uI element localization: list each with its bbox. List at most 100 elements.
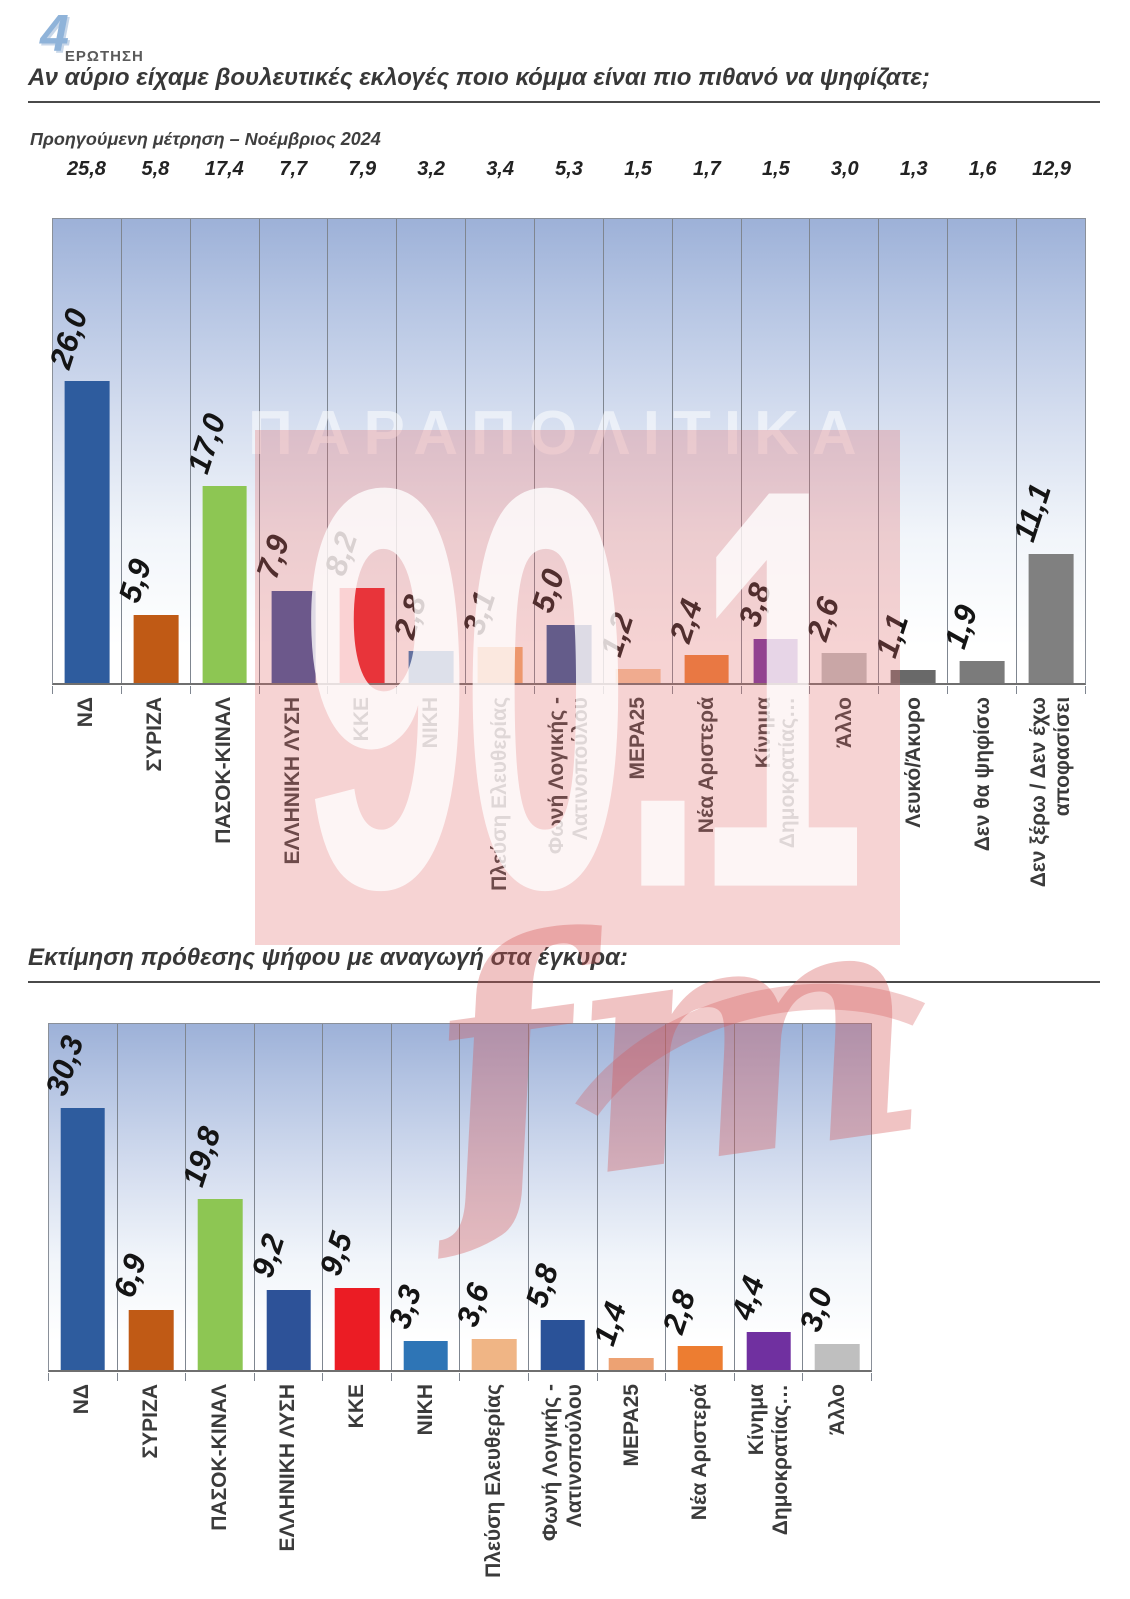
chart-column: 9,5 <box>313 1024 392 1370</box>
axis-tick <box>735 1373 804 1381</box>
category-label-cell: ΣΥΡΙΖΑ <box>117 1384 186 1598</box>
category-label-cell: ΝΔ <box>48 1384 117 1598</box>
previous-value: 3,2 <box>417 158 446 180</box>
chart-column: 3,0 <box>793 1024 871 1370</box>
previous-value: 17,4 <box>204 158 244 180</box>
bar <box>814 1344 860 1370</box>
category-label: ΝΙΚΗ <box>413 1384 437 1436</box>
bar <box>334 1287 380 1370</box>
axis-tick <box>673 686 742 694</box>
category-label-cell: ΚΚΕ <box>323 1384 392 1598</box>
axis-tick <box>323 1373 392 1381</box>
chart-column: 8,2 <box>318 219 398 683</box>
previous-measurement-note: Προηγούμενη μέτρηση – Νοέμβριος 2024 <box>30 129 381 149</box>
category-label-cell: Κίνημα Δημοκρατίας… <box>735 1384 804 1598</box>
category-label: Άλλο <box>825 1384 849 1436</box>
category-label-cell: Νέα Αριστερά <box>666 1384 735 1598</box>
category-label: ΜΕΡΑ25 <box>625 697 649 780</box>
vote-intention-axis-ticks <box>52 686 1086 694</box>
axis-tick <box>742 686 811 694</box>
bar <box>403 1341 448 1370</box>
category-label: ΕΛΛΗΝΙΚΗ ΛΥΣΗ <box>276 1384 300 1552</box>
chart-column: 2,8 <box>387 219 467 683</box>
axis-tick <box>948 686 1018 694</box>
previous-value: 7,9 <box>348 158 377 180</box>
category-label: Φωνή Λογικής - Λατινοπούλου <box>538 1384 587 1542</box>
category-label-cell: Πλεύση Ελευθερίας <box>466 697 535 945</box>
category-label-cell: ΝΔ <box>52 697 121 945</box>
previous-value: 1,5 <box>761 158 790 180</box>
category-label: ΣΥΡΙΖΑ <box>143 697 167 772</box>
chart-column: 17,0 <box>180 219 260 683</box>
category-label: ΠΑΣΟΚ-ΚΙΝΑΛ <box>212 697 236 844</box>
bar <box>408 650 454 683</box>
category-label-cell: ΜΕΡΑ25 <box>597 1384 666 1598</box>
category-label: ΣΥΡΙΖΑ <box>138 1384 162 1459</box>
chart-column: 2,8 <box>656 1024 735 1370</box>
chart-column: 2,6 <box>800 219 880 683</box>
question-logo: 4ΕΡΩΤΗΣΗ <box>40 5 148 65</box>
axis-tick <box>460 1373 530 1381</box>
axis-tick <box>328 686 398 694</box>
category-label-cell: Δεν θα ψηφίσω <box>948 697 1017 945</box>
axis-tick <box>392 1373 461 1381</box>
category-label-cell: ΠΑΣΟΚ-ΚΙΝΑΛ <box>185 1384 254 1598</box>
category-label: Δεν θα ψηφίσω <box>970 697 994 852</box>
valid-vote-estimate-category-labels: ΝΔ ΣΥΡΙΖΑ ΠΑΣΟΚ-ΚΙΝΑΛ ΕΛΛΗΝΙΚΗ ΛΥΣΗ ΚΚΕ ΝΙΚΗ Π… <box>48 1384 872 1598</box>
bar <box>890 670 936 683</box>
axis-tick <box>122 686 191 694</box>
category-label: Νέα Αριστερά <box>694 697 718 834</box>
bar <box>684 655 730 683</box>
category-label: Δεν ξέρω / Δεν έχω αποφασίσει <box>1027 697 1075 888</box>
chart-column: 26,0 <box>43 219 122 683</box>
previous-values-row: 25,8 5,8 17,4 7,7 7,9 3,2 3,4 5,3 1,5 1,7 1,5 3,0 1,… <box>52 158 1086 186</box>
category-label: ΕΛΛΗΝΙΚΗ ΛΥΣΗ <box>281 697 305 865</box>
chart-column: 4,4 <box>724 1024 804 1370</box>
chart-column: 1,9 <box>938 219 1018 683</box>
chart-column: 1,4 <box>587 1024 667 1370</box>
category-label-cell: Πλεύση Ελευθερίας <box>460 1384 529 1598</box>
category-label: ΚΚΕ <box>344 1384 368 1429</box>
previous-value: 25,8 <box>67 158 106 180</box>
chart-column: 5,8 <box>518 1024 598 1370</box>
chart-column: 3,3 <box>381 1024 461 1370</box>
category-label: ΝΔ <box>74 697 98 728</box>
chart-column: 19,8 <box>176 1024 255 1370</box>
category-label-cell: Κίνημα Δημοκρατίας… <box>741 697 810 945</box>
bar <box>677 1345 723 1370</box>
axis-tick <box>191 686 260 694</box>
bar <box>540 1319 586 1370</box>
bar <box>64 381 110 683</box>
category-label-cell: Φωνή Λογικής - Λατινοπούλου <box>529 1384 598 1598</box>
bar <box>197 1198 243 1370</box>
previous-value: 3,4 <box>486 158 514 180</box>
axis-tick <box>598 1373 667 1381</box>
category-label: ΝΔ <box>70 1384 94 1415</box>
category-label-cell: ΚΚΕ <box>328 697 397 945</box>
previous-value: 5,8 <box>141 158 170 180</box>
category-label: ΜΕΡΑ25 <box>619 1384 643 1467</box>
category-label: Κίνημα Δημοκρατίας… <box>744 1384 793 1536</box>
category-label-cell: Νέα Αριστερά <box>672 697 741 945</box>
bar <box>753 638 798 683</box>
category-label-cell: ΕΛΛΗΝΙΚΗ ΛΥΣΗ <box>254 1384 323 1598</box>
question-number: 4 <box>40 5 69 63</box>
chart-column: 3,1 <box>456 219 536 683</box>
axis-tick <box>1017 686 1086 694</box>
previous-value: 1,7 <box>693 158 721 180</box>
bar <box>546 625 592 683</box>
bar-value-label: 30,3 <box>38 1031 91 1100</box>
category-label-cell: ΕΛΛΗΝΙΚΗ ΛΥΣΗ <box>259 697 328 945</box>
axis-tick <box>52 686 122 694</box>
bar <box>202 485 248 683</box>
category-label: Πλεύση Ελευθερίας <box>488 697 512 891</box>
bar <box>60 1107 106 1370</box>
bar <box>339 587 385 683</box>
previous-value: 5,3 <box>555 158 583 180</box>
axis-tick <box>260 686 329 694</box>
chart-column: 30,3 <box>38 1024 118 1370</box>
chart-column: 1,1 <box>869 219 949 683</box>
bar <box>266 1290 311 1370</box>
category-label: Κίνημα Δημοκρατίας… <box>751 697 799 849</box>
